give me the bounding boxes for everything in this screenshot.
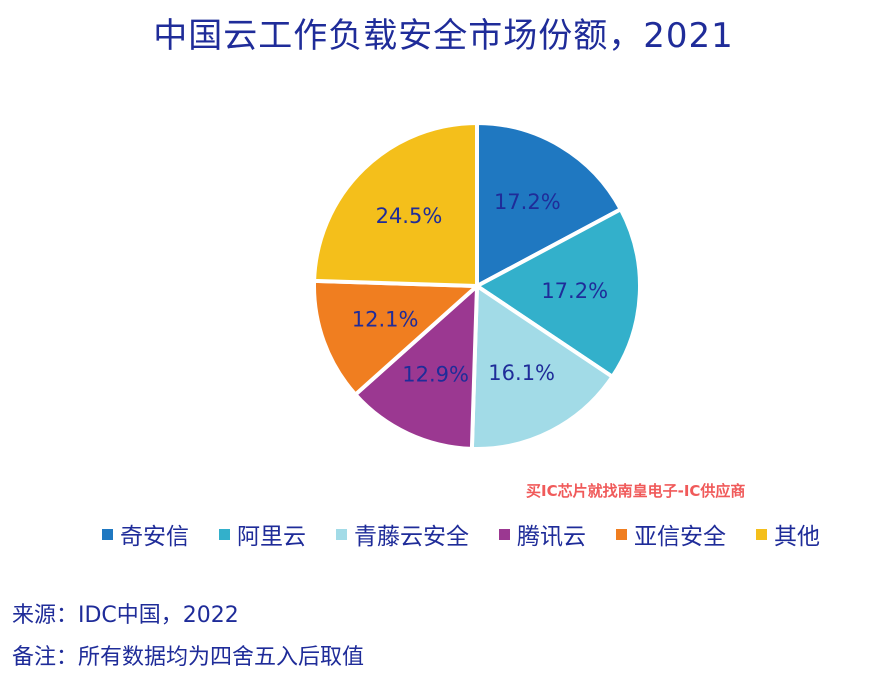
watermark-text: 买IC芯片就找南皇电子-IC供应商: [526, 482, 746, 500]
legend-label: 其他: [774, 524, 820, 550]
legend-item-aliyun: 阿里云: [219, 517, 306, 551]
pie-slice-tencent: [353, 284, 479, 451]
legend-swatch: [336, 528, 347, 540]
pie-slice-other: [312, 121, 479, 288]
legend-label: 腾讯云: [517, 524, 586, 550]
legend-item-asiainfo: 亚信安全: [616, 517, 726, 551]
legend-label: 青藤云安全: [354, 524, 469, 550]
pie-slice-asiainfo: [312, 278, 479, 397]
slice-label-qianxin: 17.2%: [494, 190, 561, 214]
pie-slice-qianxin: [475, 121, 623, 288]
chart-title: 中国云工作负载安全市场份额，2021: [153, 16, 734, 56]
legend-item-qingteng: 青藤云安全: [336, 517, 469, 551]
legend-item-other: 其他: [756, 517, 820, 551]
legend-swatch: [756, 528, 767, 540]
legend: 奇安信 阿里云 青藤云安全 腾讯云 亚信安全 其他: [102, 517, 820, 551]
slice-label-asiainfo: 12.1%: [352, 307, 419, 331]
legend-swatch: [616, 528, 627, 540]
remark-note: 备注：所有数据均为四舍五入后取值: [12, 645, 365, 670]
slice-label-other: 24.5%: [376, 204, 443, 228]
pie-slice-qingteng: [469, 284, 615, 451]
legend-swatch: [102, 528, 113, 540]
slice-label-tencent: 12.9%: [402, 363, 469, 387]
slice-label-aliyun: 17.2%: [541, 279, 608, 303]
legend-swatch: [219, 528, 230, 540]
legend-label: 阿里云: [237, 524, 306, 550]
pie-slice-aliyun: [475, 207, 642, 379]
legend-item-tencent: 腾讯云: [499, 517, 586, 551]
legend-swatch: [499, 528, 510, 540]
source-note: 来源：IDC中国，2022: [12, 603, 239, 628]
slice-label-qingteng: 16.1%: [488, 361, 555, 385]
legend-label: 奇安信: [120, 524, 189, 550]
legend-label: 亚信安全: [634, 524, 726, 550]
legend-item-qianxin: 奇安信: [102, 517, 189, 551]
